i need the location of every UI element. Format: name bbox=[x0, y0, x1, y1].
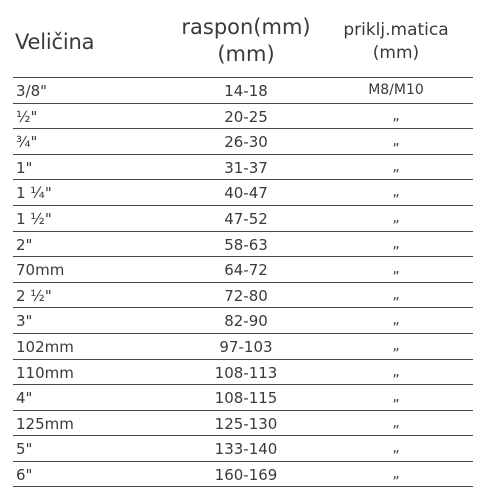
nut-cell: „ bbox=[392, 286, 400, 303]
size-cell: 2" bbox=[16, 235, 33, 254]
nut-cell: „ bbox=[392, 414, 400, 431]
nut-cell: „ bbox=[392, 337, 400, 354]
header-nut-line1: priklj.matica bbox=[343, 20, 449, 40]
nut-cell: „ bbox=[392, 184, 400, 201]
range-cell: 97-103 bbox=[219, 337, 273, 356]
table-row: 1 ¼" 40-47 „ bbox=[13, 179, 473, 205]
nut-cell: „ bbox=[392, 235, 400, 252]
nut-cell: „ bbox=[392, 312, 400, 329]
table-row: 2" 58-63 „ bbox=[13, 230, 473, 257]
size-cell: 3" bbox=[16, 312, 33, 331]
header-range: raspon(mm) (mm) bbox=[165, 14, 327, 68]
range-cell: 20-25 bbox=[224, 107, 268, 126]
nut-cell: „ bbox=[392, 465, 400, 482]
size-cell: 102mm bbox=[16, 337, 74, 356]
table-row: 1" 31-37 „ bbox=[13, 153, 473, 180]
nut-cell: „ bbox=[392, 133, 400, 150]
nut-cell: „ bbox=[392, 440, 400, 457]
table-row: ¾" 26-30 „ bbox=[13, 128, 473, 154]
size-table: Veličina raspon(mm) (mm) priklj.matica (… bbox=[13, 10, 473, 487]
size-cell: 6" bbox=[16, 465, 33, 484]
size-cell: 1 ¼" bbox=[16, 184, 52, 203]
range-cell: 47-52 bbox=[224, 209, 268, 228]
range-cell: 14-18 bbox=[224, 82, 268, 100]
range-cell: 40-47 bbox=[224, 184, 268, 203]
size-cell: 2 ½" bbox=[16, 286, 52, 305]
size-cell: 3/8" bbox=[16, 82, 48, 100]
range-cell: 125-130 bbox=[214, 414, 278, 433]
table-row: 125mm 125-130 „ bbox=[13, 409, 473, 436]
range-cell: 108-115 bbox=[214, 389, 278, 408]
table-row: 2 ½" 72-80 „ bbox=[13, 281, 473, 308]
range-cell: 133-140 bbox=[214, 440, 278, 459]
range-cell: 64-72 bbox=[224, 261, 268, 280]
table-row: 3" 82-90 „ bbox=[13, 307, 473, 333]
table-row: 70mm 64-72 „ bbox=[13, 256, 473, 282]
range-cell: 31-37 bbox=[224, 158, 268, 177]
size-cell: 1" bbox=[16, 158, 33, 177]
nut-cell: „ bbox=[392, 261, 400, 278]
table-row: ½" 20-25 „ bbox=[13, 102, 473, 129]
range-cell: 108-113 bbox=[214, 363, 278, 382]
header-size: Veličina bbox=[15, 30, 95, 54]
header-range-line2: (mm) bbox=[217, 42, 275, 66]
table-row: 3/8" 14-18 M8/M10 bbox=[13, 77, 473, 103]
nut-cell: „ bbox=[392, 209, 400, 226]
header-range-line1: raspon(mm) bbox=[181, 15, 311, 39]
header-nut: priklj.matica (mm) bbox=[319, 19, 473, 65]
table-row: 6" 160-169 „ bbox=[13, 460, 473, 487]
size-cell: ¾" bbox=[16, 133, 38, 152]
table-body: 3/8" 14-18 M8/M10 ½" 20-25 „ ¾" 26-30 „ 1" 31-37 „ 1… bbox=[13, 77, 473, 487]
table-row: 5" 133-140 „ bbox=[13, 435, 473, 461]
table-row: 110mm 108-113 „ bbox=[13, 358, 473, 385]
table-header: Veličina raspon(mm) (mm) priklj.matica (… bbox=[13, 10, 473, 76]
table-row: 1 ½" 47-52 „ bbox=[13, 204, 473, 231]
nut-cell: „ bbox=[392, 158, 400, 175]
nut-cell: „ bbox=[392, 363, 400, 380]
nut-cell: M8/M10 bbox=[368, 82, 424, 98]
range-cell: 26-30 bbox=[224, 133, 268, 152]
size-cell: ½" bbox=[16, 107, 38, 126]
nut-cell: „ bbox=[392, 107, 400, 124]
size-cell: 5" bbox=[16, 440, 33, 459]
range-cell: 82-90 bbox=[224, 312, 268, 331]
size-cell: 4" bbox=[16, 389, 33, 408]
size-cell: 125mm bbox=[16, 414, 74, 433]
range-cell: 72-80 bbox=[224, 286, 268, 305]
nut-cell: „ bbox=[392, 389, 400, 406]
size-cell: 70mm bbox=[16, 261, 65, 280]
size-cell: 110mm bbox=[16, 363, 74, 382]
table-row: 102mm 97-103 „ bbox=[13, 332, 473, 359]
header-nut-line2: (mm) bbox=[372, 43, 420, 63]
table-row: 4" 108-115 „ bbox=[13, 384, 473, 410]
size-cell: 1 ½" bbox=[16, 209, 52, 228]
range-cell: 58-63 bbox=[224, 235, 268, 254]
range-cell: 160-169 bbox=[214, 465, 278, 484]
